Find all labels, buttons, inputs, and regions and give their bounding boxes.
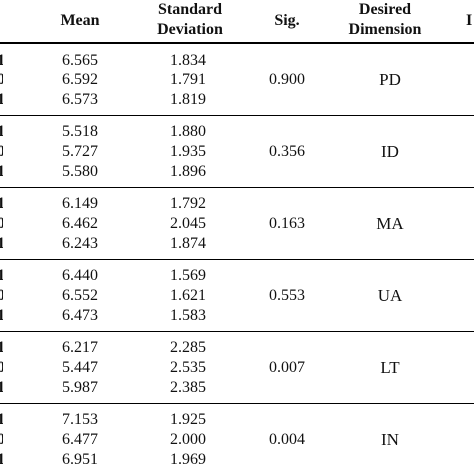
sig-value: 0.356 <box>269 143 305 160</box>
row-marker: 0 <box>0 286 3 305</box>
sd-value: 2.385 <box>170 379 206 396</box>
row-marker: 0 <box>0 214 3 233</box>
header-sig: Sig. <box>274 12 300 29</box>
sig-value: 0.004 <box>269 431 305 448</box>
sig-value: 0.553 <box>269 287 305 304</box>
mean-value: 6.573 <box>62 91 98 108</box>
row-marker: 1 <box>0 338 3 357</box>
row-marker: 1 <box>0 450 3 469</box>
mean-value: 5.447 <box>62 359 98 376</box>
mean-value: 6.462 <box>62 215 98 232</box>
mean-value: 5.727 <box>62 143 98 160</box>
row-marker: 1 <box>0 162 3 181</box>
sd-value: 1.819 <box>170 91 206 108</box>
mean-value: 5.518 <box>62 123 98 140</box>
mean-value: 6.243 <box>62 235 98 252</box>
group-divider <box>0 331 474 332</box>
sd-value: 1.969 <box>170 451 206 468</box>
mean-value: 6.217 <box>62 339 98 356</box>
row-marker: 1 <box>0 410 3 429</box>
header-mean: Mean <box>60 12 100 29</box>
sd-value: 1.583 <box>170 307 206 324</box>
sd-value: 1.621 <box>170 287 206 304</box>
dimension-label: PD <box>379 70 401 89</box>
dimension-label: IN <box>381 430 399 449</box>
row-marker: 0 <box>0 70 3 89</box>
mean-value: 6.149 <box>62 195 98 212</box>
row-marker: 1 <box>0 194 3 213</box>
dimension-label: MA <box>376 214 404 233</box>
sd-value: 1.935 <box>170 143 206 160</box>
mean-value: 6.951 <box>62 451 98 468</box>
mean-value: 6.440 <box>62 267 98 284</box>
sd-value: 2.045 <box>170 215 206 232</box>
sig-value: 0.900 <box>269 71 305 88</box>
sd-value: 1.880 <box>170 123 206 140</box>
sd-value: 1.569 <box>170 267 206 284</box>
group-divider <box>0 42 474 44</box>
dimension-label: LT <box>380 358 400 377</box>
mean-value: 6.473 <box>62 307 98 324</box>
mean-value: 6.477 <box>62 431 98 448</box>
group-divider <box>0 115 474 116</box>
mean-value: 5.987 <box>62 379 98 396</box>
header-dim-line1: Desired <box>358 1 412 18</box>
row-marker: 1 <box>0 378 3 397</box>
mean-value: 5.580 <box>62 163 98 180</box>
row-marker: 1 <box>0 90 3 109</box>
row-marker: 0 <box>0 142 3 161</box>
mean-value: 6.565 <box>62 52 98 69</box>
sig-value: 0.163 <box>269 215 305 232</box>
group-divider <box>0 403 474 404</box>
sd-value: 1.792 <box>170 195 206 212</box>
header-sd-line2: Deviation <box>157 21 223 38</box>
sig-value: 0.007 <box>269 359 305 376</box>
mean-value: 6.592 <box>62 71 98 88</box>
row-marker: 1 <box>0 122 3 141</box>
row-marker: 1 <box>0 51 3 70</box>
header-cut-off: I <box>466 12 473 29</box>
sd-value: 1.874 <box>170 235 206 252</box>
header-dim-line2: Dimension <box>348 21 422 38</box>
sd-value: 2.285 <box>170 339 206 356</box>
row-marker: 0 <box>0 430 3 449</box>
sd-value: 1.834 <box>170 52 206 69</box>
row-marker: 1 <box>0 306 3 325</box>
header-desired-dimension: Desired Dimension <box>330 0 440 40</box>
sd-value: 1.896 <box>170 163 206 180</box>
sd-value: 1.791 <box>170 71 206 88</box>
group-divider <box>0 187 474 188</box>
header-sd-line1: Standard <box>157 1 223 18</box>
row-marker: 0 <box>0 358 3 377</box>
row-marker: 1 <box>0 266 3 285</box>
header-standard-deviation: Standard Deviation <box>140 0 240 40</box>
mean-value: 7.153 <box>62 411 98 428</box>
mean-value: 6.552 <box>62 287 98 304</box>
sd-value: 1.925 <box>170 411 206 428</box>
group-divider <box>0 259 474 260</box>
sd-value: 2.000 <box>170 431 206 448</box>
dimension-label: UA <box>377 286 403 305</box>
dimension-label: ID <box>381 142 399 161</box>
row-marker: 1 <box>0 234 3 253</box>
sd-value: 2.535 <box>170 359 206 376</box>
